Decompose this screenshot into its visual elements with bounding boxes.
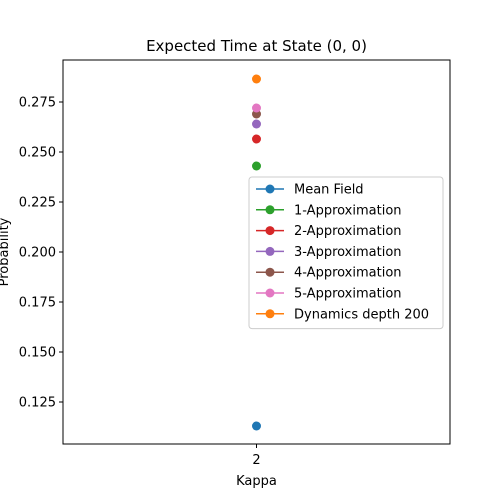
legend-label: 4-Approximation	[294, 266, 402, 281]
legend-label: 2-Approximation	[294, 224, 402, 239]
legend-box	[248, 176, 444, 330]
x-tick-label: 2	[252, 453, 260, 468]
x-axis-ticks: 2	[252, 444, 261, 468]
chart-title: Expected Time at State (0, 0)	[146, 37, 367, 55]
legend-label: 5-Approximation	[294, 287, 402, 302]
y-tick-label: 0.150	[19, 346, 56, 361]
x-axis-title: Kappa	[236, 474, 277, 489]
legend-marker	[265, 205, 275, 215]
legend-marker	[265, 184, 275, 194]
legend-marker	[265, 246, 275, 256]
legend-label: 1-Approximation	[294, 203, 402, 218]
data-point	[252, 134, 261, 144]
y-tick-label: 0.225	[19, 196, 56, 211]
legend-marker	[265, 226, 275, 236]
legend-label: 3-Approximation	[294, 245, 402, 260]
legend-marker	[265, 288, 275, 298]
data-point	[252, 103, 261, 113]
y-tick-label: 0.125	[19, 396, 56, 411]
data-point	[252, 161, 261, 171]
legend-marker	[265, 267, 275, 277]
y-axis-ticks: 0.125 0.150 0.175 0.200 0.225 0.250 0.275	[19, 96, 63, 411]
legend-marker	[265, 309, 275, 319]
y-tick-label: 0.200	[19, 246, 56, 261]
y-axis-title: Probability	[0, 217, 12, 286]
y-tick-label: 0.275	[19, 96, 56, 111]
data-points	[252, 74, 261, 431]
legend-label: Dynamics depth 200	[294, 307, 429, 322]
data-point	[252, 119, 261, 129]
legend: Mean Field 1-Approximation 2-Approximation…	[248, 176, 444, 330]
legend-label: Mean Field	[294, 183, 364, 198]
data-point	[252, 74, 261, 84]
data-point	[252, 421, 261, 431]
y-tick-label: 0.250	[19, 146, 56, 161]
y-tick-label: 0.175	[19, 296, 56, 311]
